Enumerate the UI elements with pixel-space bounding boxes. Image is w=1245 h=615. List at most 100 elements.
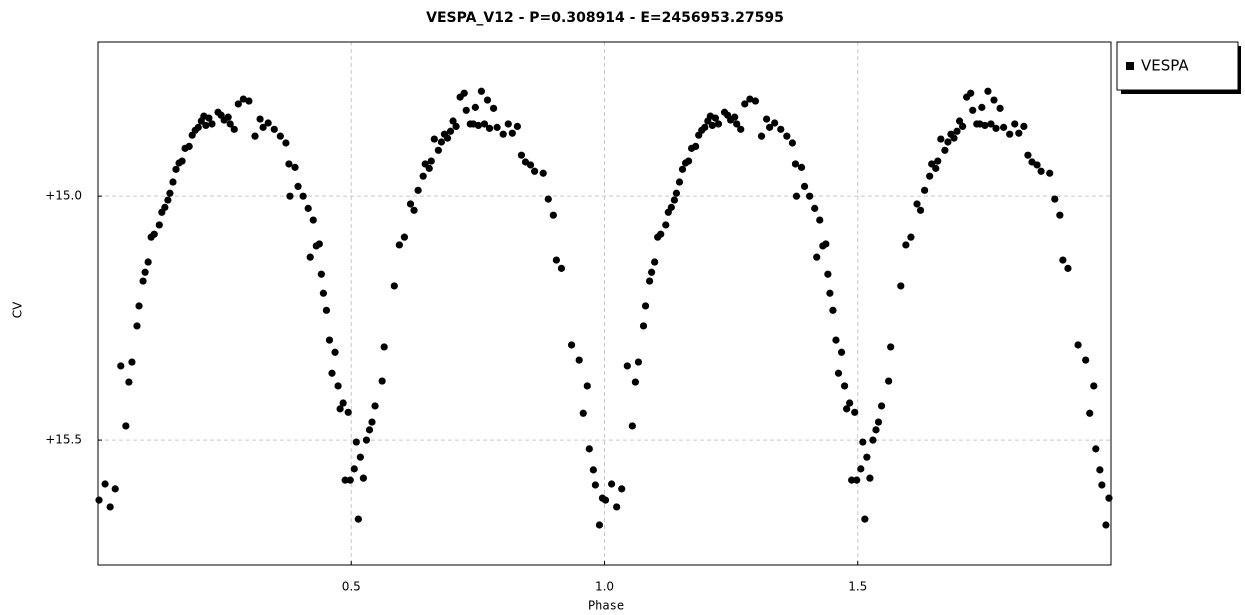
data-point xyxy=(245,97,253,105)
data-point xyxy=(95,496,103,504)
data-point xyxy=(513,122,521,131)
data-point xyxy=(400,233,409,241)
data-point xyxy=(517,151,526,159)
data-point xyxy=(826,289,834,297)
data-point xyxy=(365,426,374,434)
data-point xyxy=(601,496,610,504)
data-point xyxy=(406,200,415,208)
data-point xyxy=(395,241,403,249)
data-point xyxy=(270,125,278,133)
data-point xyxy=(499,130,507,138)
data-point xyxy=(934,157,942,165)
data-point xyxy=(309,216,317,224)
data-point xyxy=(872,426,880,434)
data-point xyxy=(294,182,302,191)
data-point xyxy=(557,264,566,272)
data-point xyxy=(430,135,438,143)
data-point xyxy=(164,196,172,204)
data-point xyxy=(701,123,709,131)
data-point xyxy=(328,369,336,377)
data-point xyxy=(913,200,921,208)
data-point xyxy=(628,422,636,430)
data-point xyxy=(477,87,486,95)
data-point xyxy=(829,306,837,314)
legend-marker xyxy=(1126,62,1134,70)
x-tick-label: 0.5 xyxy=(342,580,361,594)
data-point xyxy=(937,135,945,143)
x-tick-label: 1.0 xyxy=(595,580,614,594)
data-point xyxy=(226,120,234,128)
data-point xyxy=(667,203,675,211)
data-point xyxy=(306,253,314,261)
data-point xyxy=(902,241,910,249)
data-point xyxy=(859,438,867,446)
data-point xyxy=(1098,481,1106,489)
data-point xyxy=(887,343,895,351)
data-point xyxy=(585,445,593,453)
data-point xyxy=(230,125,238,133)
data-point xyxy=(824,270,832,278)
data-point xyxy=(741,100,749,108)
data-point xyxy=(325,336,334,344)
data-point xyxy=(462,106,470,114)
data-point xyxy=(583,382,591,390)
data-point xyxy=(771,119,779,127)
data-point xyxy=(863,453,871,461)
x-axis-label: Phase xyxy=(588,599,624,613)
data-point xyxy=(390,282,398,290)
data-point xyxy=(631,378,639,386)
data-point xyxy=(414,186,422,194)
data-point xyxy=(816,216,824,224)
data-point xyxy=(672,189,681,197)
data-point xyxy=(791,160,800,168)
y-tick-label: +15.0 xyxy=(45,189,82,203)
data-point xyxy=(504,120,512,128)
data-point xyxy=(853,476,861,484)
data-point xyxy=(483,96,492,104)
data-point xyxy=(670,196,678,204)
data-point xyxy=(848,476,856,484)
data-point xyxy=(589,466,597,474)
data-point xyxy=(350,465,358,473)
data-point xyxy=(885,377,893,385)
data-point xyxy=(380,343,388,351)
data-point xyxy=(539,169,547,177)
data-point xyxy=(493,123,501,131)
data-point xyxy=(897,282,905,290)
data-point xyxy=(304,204,312,212)
data-point xyxy=(788,139,797,147)
plot-frame xyxy=(97,41,1112,566)
data-point xyxy=(832,336,840,344)
data-point xyxy=(984,87,992,95)
data-point xyxy=(352,438,360,446)
data-point xyxy=(1105,494,1113,502)
data-point xyxy=(552,256,560,264)
data-point xyxy=(953,127,961,135)
data-point xyxy=(978,103,986,111)
data-point xyxy=(485,124,494,132)
data-point xyxy=(334,382,342,390)
data-point xyxy=(811,204,819,212)
data-point xyxy=(425,164,433,172)
data-point xyxy=(139,277,147,285)
data-point xyxy=(460,89,468,97)
legend-label: VESPA xyxy=(1141,57,1189,75)
data-point xyxy=(567,341,576,349)
data-point xyxy=(368,418,376,426)
data-point xyxy=(837,348,846,356)
data-point xyxy=(356,453,364,461)
data-point xyxy=(1082,356,1090,364)
data-point xyxy=(285,160,293,168)
data-point xyxy=(737,125,745,133)
data-point xyxy=(419,172,427,180)
data-point xyxy=(708,121,716,130)
data-point xyxy=(591,481,599,489)
data-point xyxy=(822,240,830,248)
data-point xyxy=(857,465,865,473)
data-point xyxy=(579,409,587,417)
data-point xyxy=(362,436,371,444)
chart-title: VESPA_V12 - P=0.308914 - E=2456953.27595 xyxy=(426,10,784,26)
data-point xyxy=(921,186,929,194)
data-point xyxy=(234,100,242,108)
